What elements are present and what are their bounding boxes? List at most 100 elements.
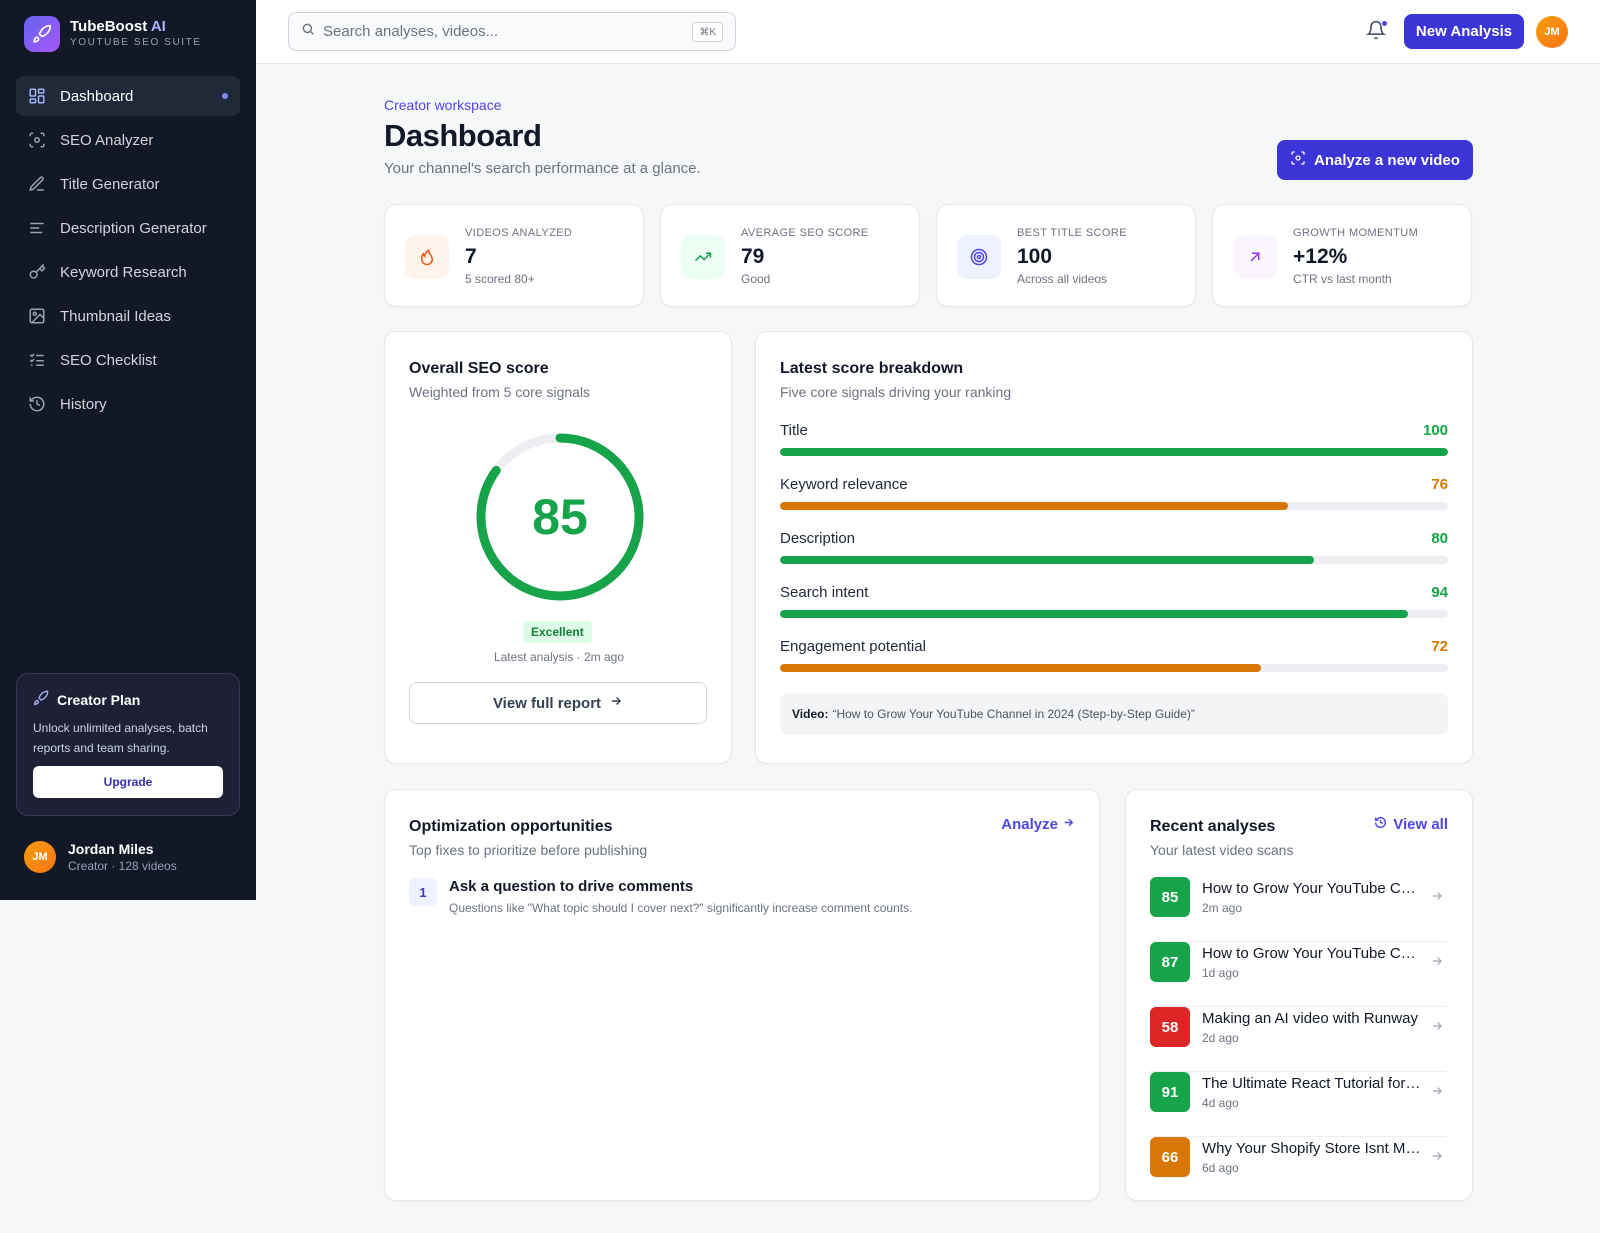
sidebar-item-seo-analyzer[interactable]: SEO Analyzer bbox=[16, 120, 240, 160]
list-item[interactable]: 91 The Ultimate React Tutorial for Begin… bbox=[1150, 1072, 1446, 1137]
workspace-label: Creator workspace bbox=[384, 97, 502, 113]
view-all-link[interactable]: View all bbox=[1374, 816, 1448, 833]
sidebar-item-label: History bbox=[60, 395, 107, 413]
signal-label: Search intent bbox=[780, 584, 869, 601]
analysis-time: 6d ago bbox=[1202, 1161, 1239, 1175]
brand-name: TubeBoost AI bbox=[70, 18, 166, 35]
analysis-time: 2m ago bbox=[1202, 901, 1243, 915]
opportunity-title: Ask a question to drive comments bbox=[449, 878, 694, 895]
card-subtitle: Top fixes to prioritize before publishin… bbox=[409, 842, 648, 858]
arrow-right-icon bbox=[1430, 954, 1446, 970]
progress-fill bbox=[780, 448, 1448, 456]
analysis-time: 1d ago bbox=[1202, 966, 1239, 980]
sidebar-item-history[interactable]: History bbox=[16, 384, 240, 424]
arrow-right-icon bbox=[1430, 889, 1446, 905]
breakdown-row-engagement-potential: Engagement potential 72 bbox=[780, 638, 1448, 678]
creator-plan-card: Creator Plan Unlock unlimited analyses, … bbox=[16, 673, 240, 816]
list-item[interactable]: 66 Why Your Shopify Store Isnt Making Sa… bbox=[1150, 1137, 1446, 1202]
analyze-link[interactable]: Analyze bbox=[1001, 816, 1075, 833]
user-name: Jordan Miles bbox=[68, 841, 154, 857]
sidebar-item-label: SEO Analyzer bbox=[60, 131, 154, 149]
breakdown-row-keyword-relevance: Keyword relevance 76 bbox=[780, 476, 1448, 516]
keyboard-shortcut: ⌘K bbox=[692, 22, 723, 42]
progress-fill bbox=[780, 664, 1261, 672]
breakdown-row-search-intent: Search intent 94 bbox=[780, 584, 1448, 624]
plan-title: Creator Plan bbox=[57, 691, 141, 708]
analysis-title: The Ultimate React Tutorial for Beginner… bbox=[1202, 1075, 1422, 1092]
page-title: Dashboard bbox=[384, 118, 542, 153]
card-subtitle: Your latest video scans bbox=[1150, 842, 1294, 858]
user-profile[interactable]: JM Jordan Miles Creator · 128 videos bbox=[24, 841, 177, 873]
search-box[interactable]: ⌘K bbox=[288, 12, 736, 51]
signal-score: 100 bbox=[1422, 422, 1448, 439]
score-badge: 58 bbox=[1150, 1007, 1190, 1047]
sidebar-item-description-generator[interactable]: Description Generator bbox=[16, 208, 240, 248]
recent-analyses-card: Recent analyses Your latest video scans … bbox=[1125, 789, 1473, 1201]
stat-value: 79 bbox=[741, 245, 765, 268]
arrow-right-icon bbox=[609, 694, 623, 712]
status-badge: Excellent bbox=[523, 621, 592, 643]
pencil-icon bbox=[28, 175, 46, 193]
user-avatar-button[interactable]: JM bbox=[1536, 16, 1568, 48]
progress-fill bbox=[780, 610, 1408, 618]
opportunity-item: 1 Ask a question to drive comments Quest… bbox=[409, 878, 912, 915]
card-subtitle: Weighted from 5 core signals bbox=[409, 384, 591, 400]
stat-label: AVERAGE SEO SCORE bbox=[741, 227, 869, 239]
sidebar-item-dashboard[interactable]: Dashboard bbox=[16, 76, 240, 116]
signal-label: Description bbox=[780, 530, 856, 547]
breakdown-row-description: Description 80 bbox=[780, 530, 1448, 570]
sidebar-item-thumbnail-ideas[interactable]: Thumbnail Ideas bbox=[16, 296, 240, 336]
link-label: View all bbox=[1393, 816, 1448, 833]
score-badge: 85 bbox=[1150, 877, 1190, 917]
list-item[interactable]: 85 How to Grow Your YouTube Channel in 2… bbox=[1150, 877, 1446, 942]
stat-value: 100 bbox=[1017, 245, 1053, 268]
sidebar-item-keyword-research[interactable]: Keyword Research bbox=[16, 252, 240, 292]
analysis-time: 4d ago bbox=[1202, 1096, 1239, 1110]
stat-label: BEST TITLE SCORE bbox=[1017, 227, 1127, 239]
arrow-right-icon bbox=[1430, 1149, 1446, 1165]
avatar: JM bbox=[24, 841, 56, 873]
list-item[interactable]: 87 How to Grow Your YouTube Channel Fast… bbox=[1150, 942, 1446, 1007]
view-full-report-button[interactable]: View full report bbox=[409, 682, 707, 724]
stat-value: +12% bbox=[1293, 245, 1348, 268]
sidebar-item-label: Description Generator bbox=[60, 219, 207, 237]
video-label: Video: bbox=[792, 707, 829, 721]
ring-progress bbox=[476, 433, 644, 601]
score-breakdown-card: Latest score breakdown Five core signals… bbox=[755, 331, 1473, 764]
card-title: Optimization opportunities bbox=[409, 818, 613, 835]
breakdown-row-title: Title 100 bbox=[780, 422, 1448, 462]
arrow-right-icon bbox=[1430, 1084, 1446, 1100]
stat-card-videos-analyzed: VIDEOS ANALYZED 7 5 scored 80+ bbox=[384, 204, 644, 307]
history-icon bbox=[28, 395, 46, 413]
sidebar-item-seo-checklist[interactable]: SEO Checklist bbox=[16, 340, 240, 380]
sidebar: TubeBoost AI YOUTUBE SEO SUITE Dashboard… bbox=[0, 0, 256, 900]
topbar: ⌘K New Analysis JM bbox=[256, 0, 1600, 64]
analyze-new-video-button[interactable]: Analyze a new video bbox=[1277, 140, 1473, 180]
list-item[interactable]: 58 Making an AI video with Runway 2d ago bbox=[1150, 1007, 1446, 1072]
sidebar-item-label: Keyword Research bbox=[60, 263, 187, 281]
search-input[interactable] bbox=[323, 23, 683, 40]
link-label: Analyze bbox=[1001, 816, 1058, 833]
sidebar-item-label: Title Generator bbox=[60, 175, 160, 193]
stat-card-average-seo-score: AVERAGE SEO SCORE 79 Good bbox=[660, 204, 920, 307]
new-analysis-button[interactable]: New Analysis bbox=[1404, 14, 1524, 49]
lines-icon bbox=[28, 219, 46, 237]
brand[interactable]: TubeBoost AI YOUTUBE SEO SUITE bbox=[24, 16, 202, 52]
stat-note: 5 scored 80+ bbox=[465, 272, 535, 286]
analysis-time: 2d ago bbox=[1202, 1031, 1239, 1045]
upgrade-button[interactable]: Upgrade bbox=[33, 766, 223, 798]
notifications-button[interactable] bbox=[1365, 20, 1388, 44]
stat-label: GROWTH MOMENTUM bbox=[1293, 227, 1419, 239]
arrow-up-right-icon bbox=[1233, 235, 1277, 279]
analysis-title: Making an AI video with Runway bbox=[1202, 1010, 1418, 1027]
bell-icon bbox=[1365, 20, 1387, 44]
card-subtitle: Five core signals driving your ranking bbox=[780, 384, 1012, 400]
opportunity-number: 1 bbox=[409, 878, 437, 906]
brand-subtitle: YOUTUBE SEO SUITE bbox=[70, 37, 202, 48]
grid-icon bbox=[28, 87, 46, 105]
latest-analysis-time: Latest analysis · 2m ago bbox=[493, 650, 625, 664]
notification-dot bbox=[1381, 20, 1388, 27]
analysis-title: How to Grow Your YouTube Channel in 2024 bbox=[1202, 880, 1422, 897]
sidebar-item-title-generator[interactable]: Title Generator bbox=[16, 164, 240, 204]
sidebar-item-label: Dashboard bbox=[60, 87, 134, 105]
